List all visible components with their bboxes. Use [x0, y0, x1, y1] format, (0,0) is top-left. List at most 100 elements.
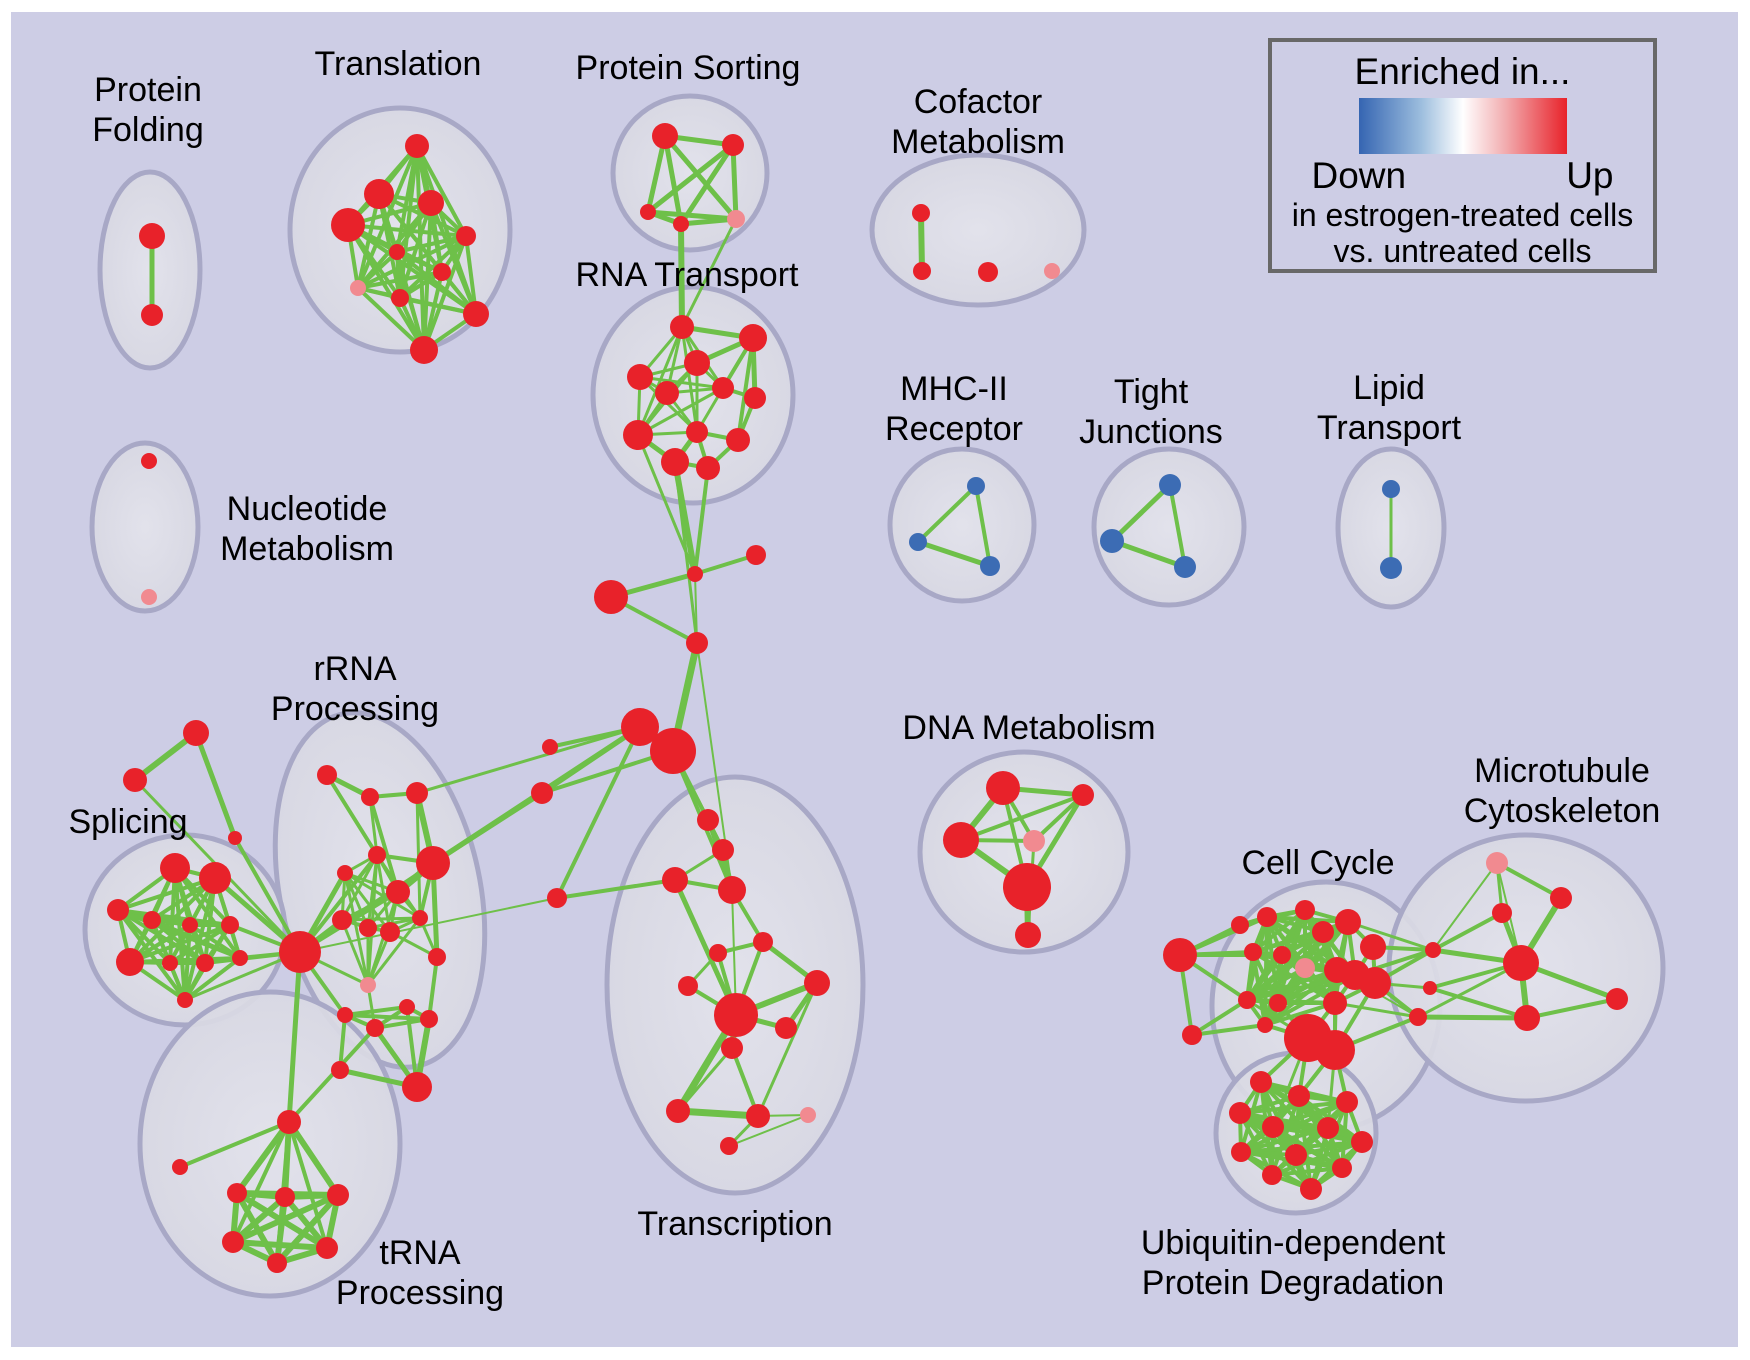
- node-s3: [107, 899, 129, 921]
- node-t6: [389, 244, 405, 260]
- edge-ps2-ps5: [730, 142, 739, 222]
- node-s10: [232, 950, 248, 966]
- node-ub12: [1300, 1178, 1322, 1200]
- node-m2: [909, 533, 927, 551]
- edge-s2-s3: [116, 876, 217, 912]
- edge-tri3-s12: [233, 836, 302, 954]
- node-ps1: [652, 123, 678, 149]
- edge-r15-r17: [373, 1017, 431, 1030]
- edge-ps5-rt1: [680, 217, 738, 329]
- node-tx6: [709, 944, 727, 962]
- node-tx3: [662, 867, 688, 893]
- node-tr6: [222, 1231, 244, 1253]
- edge-t4-t5: [346, 223, 468, 238]
- legend-title: Enriched in...: [1354, 51, 1571, 92]
- edge-tx11-tx13: [730, 1046, 760, 1118]
- node-rt6: [744, 387, 766, 409]
- node-cc7: [1244, 943, 1262, 961]
- node-c6: [531, 782, 553, 804]
- node-d1: [986, 771, 1020, 805]
- node-x1: [1425, 942, 1441, 958]
- edge-tr1-tr2: [178, 1120, 291, 1169]
- edge-t7-t8: [356, 270, 444, 290]
- node-ub1: [1250, 1071, 1272, 1093]
- node-t2: [364, 179, 394, 209]
- edge-d2-d4: [1032, 793, 1085, 843]
- edge-m2-m3: [915, 539, 993, 569]
- node-tx10: [775, 1017, 797, 1039]
- node-mt1: [1486, 852, 1508, 874]
- node-rt4: [627, 364, 653, 390]
- node-rt11: [661, 448, 689, 476]
- edge-d2-d3: [959, 793, 1085, 842]
- node-r12: [428, 948, 446, 966]
- legend-endpoint-labels: Down Up: [1312, 155, 1614, 197]
- edge-cc12-cc17: [1263, 973, 1357, 1027]
- edge-tri1-tri3: [193, 730, 238, 841]
- node-cc5: [1335, 909, 1361, 935]
- edge-cc8-cc14: [1245, 953, 1284, 1002]
- node-cc16: [1323, 991, 1347, 1015]
- node-r13: [360, 977, 376, 993]
- node-cm4: [1044, 263, 1060, 279]
- node-s6: [221, 916, 239, 934]
- node-tx1: [697, 809, 719, 831]
- edge-tj1-tj3: [1168, 483, 1187, 569]
- node-ub3: [1336, 1091, 1358, 1113]
- edge-ub6-ub8: [1239, 1126, 1330, 1154]
- node-cc15: [1269, 994, 1287, 1012]
- edge-cc6-cc7: [1251, 930, 1325, 954]
- node-m3: [980, 556, 1000, 576]
- edge-ps1-ps5: [662, 133, 739, 222]
- node-s2: [199, 862, 231, 894]
- edge-ps4-rt1: [678, 221, 685, 330]
- node-tx12: [666, 1099, 690, 1123]
- cluster-label-cell-cycle: Cell Cycle: [1241, 844, 1394, 882]
- edge-r4-r8: [340, 853, 379, 922]
- node-ps5: [727, 210, 745, 228]
- node-nm2: [141, 589, 157, 605]
- node-tr4: [275, 1187, 295, 1207]
- cluster-label-tight-junctions: Junctions: [1079, 413, 1223, 451]
- edge-cc4-cc7: [1251, 908, 1307, 954]
- node-rt10: [726, 428, 750, 452]
- edge-tr1-tr7: [287, 1120, 329, 1250]
- edge-x1-mt3: [1431, 911, 1504, 952]
- node-rt12: [696, 456, 720, 480]
- node-tr8: [267, 1253, 287, 1273]
- cluster-ellipse-protein-sorting: [610, 93, 770, 253]
- node-rt1: [670, 315, 694, 339]
- node-rt8: [623, 420, 653, 450]
- node-mt5: [1606, 988, 1628, 1010]
- edge-s4-s9: [150, 918, 207, 965]
- edge-ps2-ps3: [645, 142, 736, 215]
- node-ub11: [1262, 1165, 1282, 1185]
- edge-t1-t5: [415, 144, 468, 238]
- node-ub4: [1229, 1102, 1251, 1124]
- edge-mt1-mt2: [1495, 861, 1563, 900]
- cluster-label-tight-junctions: Tight: [1114, 373, 1189, 411]
- cluster-label-ubiquitin-degradation: Ubiquitin-dependent: [1141, 1224, 1446, 1262]
- edge-tr4-tr7: [282, 1194, 330, 1251]
- edge-tx12-tx13: [674, 1107, 762, 1120]
- node-cm2: [913, 262, 931, 280]
- node-d4: [1023, 830, 1045, 852]
- node-ub9: [1285, 1144, 1307, 1166]
- edge-tx14-tx15: [728, 1114, 809, 1147]
- edge-x1-mt1: [1432, 862, 1498, 951]
- node-tx4: [718, 876, 746, 904]
- edge-cc9-cc14: [1245, 966, 1307, 1002]
- node-r3: [406, 782, 428, 804]
- node-cc4: [1295, 900, 1315, 920]
- edge-s6-s8: [168, 923, 232, 965]
- node-c2: [687, 566, 703, 582]
- edge-s10-s11: [183, 956, 242, 1002]
- edge-t6-t8: [356, 250, 399, 290]
- edge-x2-mt6: [1428, 986, 1529, 1020]
- cluster-label-microtubule-cytoskeleton: Cytoskeleton: [1464, 792, 1661, 830]
- node-ps4: [673, 216, 689, 232]
- node-rt3: [684, 350, 710, 376]
- edge-rt4-rt5: [638, 375, 725, 390]
- node-d6: [1015, 922, 1041, 948]
